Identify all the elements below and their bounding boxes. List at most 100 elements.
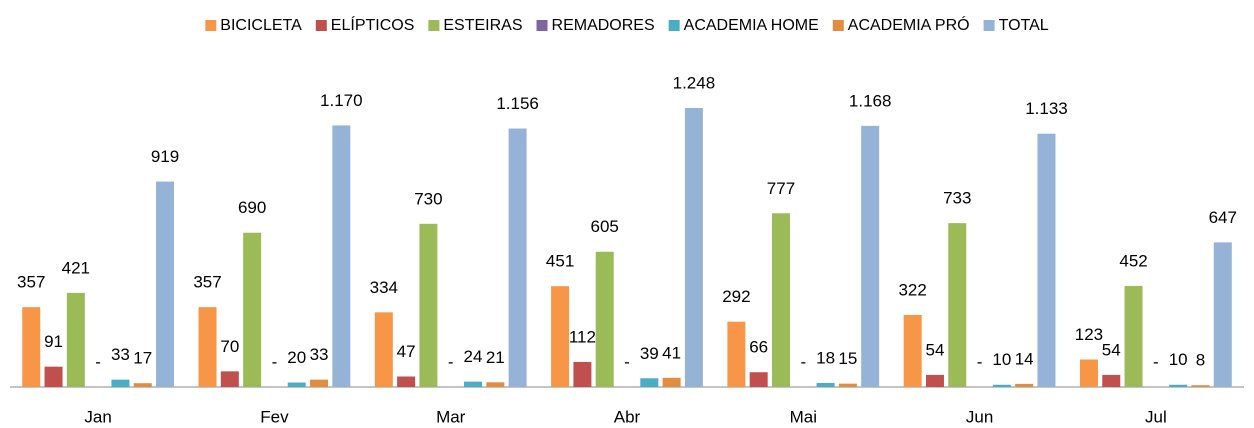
value-label: 20	[287, 348, 306, 367]
bar	[156, 181, 175, 387]
value-label: 451	[546, 252, 574, 271]
legend-swatch	[315, 20, 327, 31]
legend-swatch	[536, 20, 548, 31]
bar	[749, 372, 768, 387]
value-label: 690	[238, 198, 266, 217]
value-label: 17	[133, 349, 152, 368]
legend-swatch	[668, 20, 680, 31]
value-label: 733	[943, 189, 971, 208]
bar	[948, 223, 967, 387]
value-label: 33	[310, 345, 329, 364]
bar	[573, 361, 592, 387]
bar	[22, 307, 41, 387]
value-label: 70	[220, 337, 239, 356]
value-label: 1.133	[1025, 99, 1068, 118]
value-label: 54	[1102, 340, 1121, 359]
bar	[684, 107, 703, 388]
value-label: 24	[464, 347, 483, 366]
value-label: 8	[1196, 351, 1205, 370]
value-label: 18	[816, 348, 835, 367]
value-label: 452	[1119, 251, 1147, 270]
value-label: 1.248	[673, 73, 716, 92]
bar	[1124, 285, 1143, 387]
value-label: -	[800, 352, 806, 371]
x-tick-label: Abr	[614, 407, 641, 426]
value-label: 54	[926, 340, 945, 359]
value-label: 334	[370, 278, 398, 297]
value-label: 357	[193, 273, 221, 292]
bar	[243, 232, 262, 387]
bar	[133, 383, 152, 387]
value-label: 1.156	[496, 94, 539, 113]
value-label: 112	[569, 327, 596, 346]
value-label: 91	[44, 332, 63, 351]
legend-label: BICICLETA	[220, 17, 302, 34]
bar	[464, 381, 483, 387]
bar	[310, 379, 329, 387]
bar	[44, 366, 63, 387]
value-label: 1.170	[320, 91, 363, 110]
bar	[198, 307, 217, 387]
bar	[1015, 383, 1034, 387]
bar	[1102, 374, 1121, 387]
value-label: 47	[397, 342, 416, 361]
x-tick-label: Mar	[436, 407, 466, 426]
value-label: 1.168	[849, 91, 892, 110]
legend-label: ELÍPTICOS	[331, 15, 415, 34]
bar	[1037, 133, 1056, 387]
bar	[486, 382, 505, 387]
value-label: 730	[414, 189, 442, 208]
value-label: 292	[722, 287, 750, 306]
value-label: 33	[111, 345, 130, 364]
legend-swatch	[983, 20, 995, 31]
bar	[551, 286, 570, 387]
bar	[727, 321, 746, 387]
x-tick-label: Jul	[1145, 407, 1167, 426]
bar	[662, 377, 681, 387]
bar	[111, 379, 130, 387]
legend-swatch	[428, 20, 440, 31]
value-label: 647	[1209, 208, 1237, 227]
bar	[1169, 384, 1188, 387]
bar	[861, 125, 880, 388]
value-label: -	[448, 352, 454, 371]
bar	[925, 374, 944, 387]
bar	[640, 378, 659, 387]
value-label: 605	[591, 217, 619, 236]
bar	[595, 251, 614, 387]
bar	[816, 382, 835, 387]
value-label: -	[624, 352, 630, 371]
x-tick-label: Mai	[790, 407, 817, 426]
value-label: 357	[17, 273, 45, 292]
x-tick-label: Jan	[84, 407, 111, 426]
value-label: 15	[838, 349, 857, 368]
value-label: 66	[749, 338, 768, 357]
value-label: 10	[992, 350, 1011, 369]
bar	[1191, 385, 1210, 387]
bar	[992, 384, 1011, 387]
legend-swatch	[832, 20, 844, 31]
legend-label: ACADEMIA PRÓ	[848, 15, 970, 34]
legend-swatch	[205, 20, 217, 31]
value-label: 777	[767, 179, 795, 198]
bar	[508, 128, 527, 387]
bar	[903, 315, 922, 387]
bar	[287, 382, 306, 387]
bar	[1079, 359, 1098, 387]
value-label: 421	[62, 258, 90, 277]
bar	[220, 371, 239, 387]
bar	[838, 383, 857, 387]
value-label: 41	[662, 343, 681, 362]
bar	[397, 376, 416, 387]
x-tick-label: Jun	[966, 407, 993, 426]
bar	[771, 213, 790, 387]
value-label: 123	[1075, 325, 1103, 344]
legend-label: ACADEMIA HOME	[684, 17, 819, 34]
value-label: 21	[486, 348, 505, 367]
value-label: -	[977, 352, 983, 371]
value-label: 39	[640, 344, 659, 363]
value-label: 322	[898, 280, 926, 299]
bar	[66, 292, 85, 387]
value-label: -	[1153, 352, 1159, 371]
